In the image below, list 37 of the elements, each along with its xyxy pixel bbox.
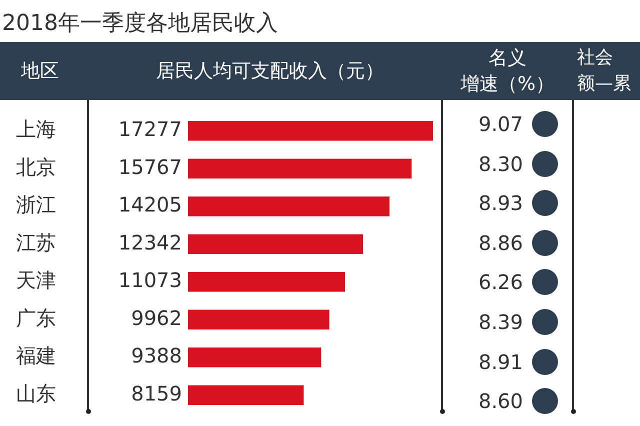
y-tick-label: 浙江	[16, 192, 56, 217]
bar	[188, 272, 346, 292]
data-label: 6.26	[478, 269, 523, 296]
bar	[188, 234, 364, 254]
y-tick-label: 山东	[16, 381, 56, 406]
bar	[188, 385, 304, 405]
bar	[188, 121, 433, 141]
y-tick-label: 广东	[16, 306, 56, 330]
y-tick-label: 江苏	[16, 230, 56, 254]
y-tick-label: 福建	[16, 344, 56, 368]
bar	[188, 310, 330, 330]
data-label: 9962	[131, 306, 182, 330]
y-axis-title: 地区	[20, 59, 60, 84]
bar	[188, 348, 322, 368]
text: 社会额—累	[577, 46, 631, 96]
data-label: 9388	[131, 344, 182, 368]
data-label: 11073	[118, 268, 182, 292]
data-label: 8.60	[478, 388, 523, 414]
data-label: 8.86	[478, 230, 523, 256]
data-label: 8.39	[478, 309, 523, 335]
bar	[188, 196, 390, 216]
chart-title: 2018年一季度各地居民收入	[2, 10, 278, 38]
x-axis-title: 居民人均可支配收入（元）	[155, 59, 385, 84]
data-label: 17277	[118, 117, 182, 142]
y-tick-label: 上海	[16, 117, 56, 142]
data-label: 8.30	[478, 150, 523, 177]
data-label: 9.07	[478, 111, 523, 137]
data-label: 14205	[118, 192, 182, 217]
bar	[188, 158, 412, 178]
data-label: 8159	[131, 381, 182, 406]
y-tick-label: 北京	[16, 154, 56, 179]
y-tick-label: 天津	[16, 268, 56, 292]
data-label: 12342	[118, 230, 182, 254]
data-label: 15767	[118, 154, 182, 179]
data-label: 8.93	[478, 190, 523, 216]
text: 名义增速（%）	[459, 46, 556, 97]
data-label: 8.91	[478, 348, 523, 375]
